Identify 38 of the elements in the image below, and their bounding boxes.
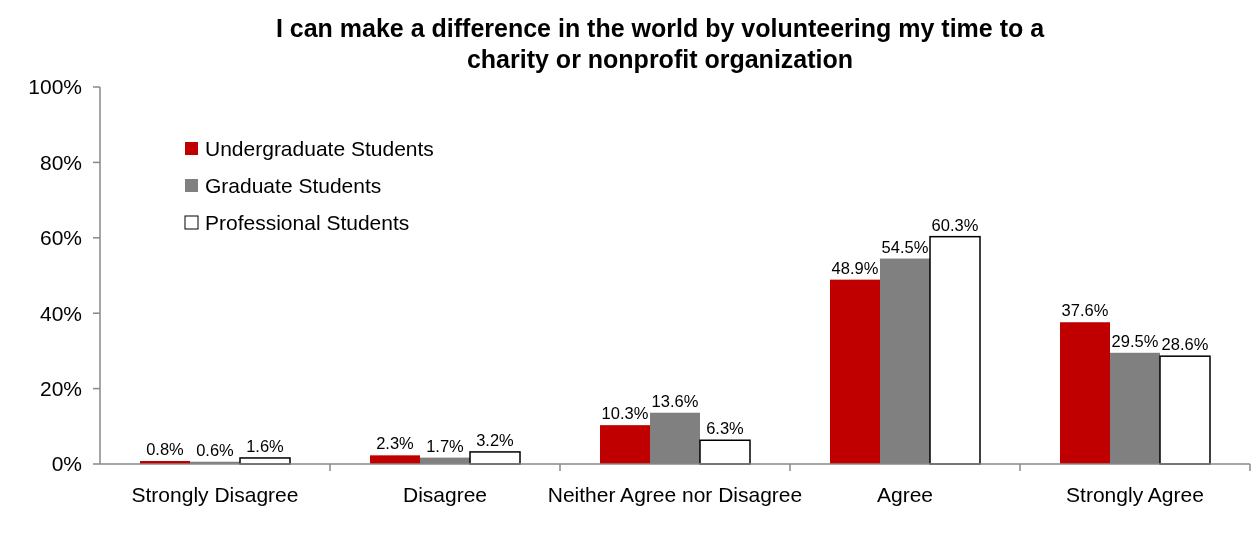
bar (469, 451, 521, 465)
bar (929, 235, 981, 465)
x-tick-label: Neither Agree nor Disagree (547, 483, 803, 506)
data-label: 48.9% (831, 258, 879, 277)
data-label: 0.8% (146, 439, 185, 458)
bar (600, 425, 650, 464)
chart-title: I can make a difference in the world by volunteering my time to a charity or nonprofit organization (275, 14, 1046, 73)
x-tick-label: Disagree (402, 483, 488, 506)
data-label: 2.3% (376, 434, 415, 453)
data-label: 3.2% (476, 430, 515, 449)
y-tick-label: 100% (28, 75, 82, 99)
legend-label: Graduate Students (205, 173, 382, 197)
data-label: 6.3% (706, 419, 745, 438)
data-label: 29.5% (1111, 331, 1159, 350)
y-tick-label: 40% (39, 301, 82, 325)
bar (370, 455, 420, 464)
x-tick-label: Agree (876, 483, 934, 506)
data-label: 0.6% (196, 440, 235, 459)
data-label: 37.6% (1061, 301, 1109, 320)
y-tick-label: 20% (39, 376, 82, 400)
data-label: 28.6% (1161, 335, 1209, 354)
data-label: 10.3% (601, 404, 649, 423)
bar (699, 439, 751, 465)
data-label: 1.7% (426, 436, 465, 455)
y-tick-label: 60% (39, 226, 82, 250)
data-label: 60.3% (931, 215, 979, 234)
legend-label: Undergraduate Students (205, 136, 434, 160)
legend-label: Professional Students (205, 210, 410, 234)
x-tick-label: Strongly Disagree (131, 483, 299, 506)
data-label: 1.6% (246, 436, 285, 455)
data-label: 13.6% (651, 391, 699, 410)
bar (830, 279, 880, 464)
x-tick-label: Strongly Agree (1066, 483, 1204, 506)
data-label: 54.5% (881, 237, 929, 256)
bar (1060, 322, 1110, 464)
y-tick-label: 0% (51, 452, 82, 476)
bar (1159, 355, 1211, 465)
y-tick-label: 80% (39, 150, 82, 174)
